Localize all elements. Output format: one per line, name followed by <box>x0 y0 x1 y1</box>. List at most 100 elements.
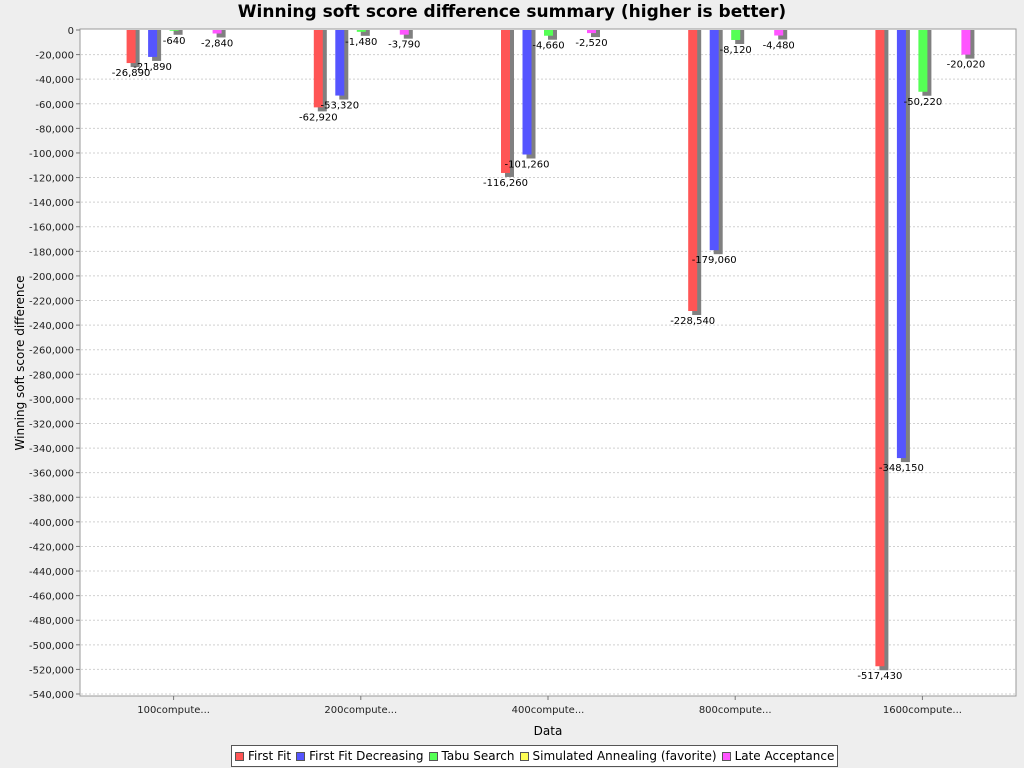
legend-item: First Fit Decreasing <box>296 749 424 763</box>
data-label: -26,890 <box>112 68 151 79</box>
data-label: -2,520 <box>575 38 607 49</box>
y-tick-label: 0 <box>68 26 74 37</box>
y-tick-label: -80,000 <box>35 124 74 135</box>
bar <box>731 30 741 40</box>
y-tick-label: -420,000 <box>29 542 74 553</box>
y-tick-label: -260,000 <box>29 346 74 357</box>
legend-swatch <box>721 751 731 761</box>
y-tick-label: -480,000 <box>29 616 74 627</box>
data-label: -517,430 <box>857 671 902 682</box>
axes: 0 -20,000 -40,000 -60,000 -80,000 -100,000 -12… <box>29 26 962 716</box>
y-tick-label: -100,000 <box>29 149 74 160</box>
legend-swatch <box>296 751 306 761</box>
data-label: -116,260 <box>483 178 528 189</box>
y-tick-label: -340,000 <box>29 444 74 455</box>
data-label: -4,480 <box>763 41 795 52</box>
data-label: -348,150 <box>879 463 924 474</box>
y-tick-label: -300,000 <box>29 395 74 406</box>
bar <box>896 30 906 459</box>
bar <box>688 30 698 312</box>
bar <box>313 30 323 108</box>
bar-shadow <box>173 30 183 35</box>
y-tick-label: -120,000 <box>29 174 74 185</box>
bar-shadow <box>216 30 226 38</box>
legend-label: First Fit Decreasing <box>309 749 424 763</box>
y-tick-label: -280,000 <box>29 370 74 381</box>
y-tick-label: -320,000 <box>29 419 74 430</box>
data-label: -640 <box>163 36 186 47</box>
x-axis-label: Data <box>534 724 563 738</box>
y-tick-label: -180,000 <box>29 247 74 258</box>
bar <box>522 30 532 155</box>
y-tick-label: -20,000 <box>35 51 74 62</box>
bars <box>126 30 975 671</box>
y-tick-label: -360,000 <box>29 469 74 480</box>
y-tick-label: -220,000 <box>29 297 74 308</box>
plot-area <box>79 28 1017 697</box>
chart-title: Winning soft score difference summary (h… <box>237 2 787 22</box>
y-tick-label: -60,000 <box>35 100 74 111</box>
data-label: -101,260 <box>505 160 550 171</box>
bar <box>169 30 179 31</box>
bar <box>148 30 158 57</box>
y-tick-label: -380,000 <box>29 493 74 504</box>
y-tick-label: -240,000 <box>29 321 74 332</box>
bar <box>774 30 784 36</box>
y-tick-label: -40,000 <box>35 75 74 86</box>
y-tick-label: -400,000 <box>29 518 74 529</box>
bar-shadow <box>360 30 370 36</box>
bar <box>709 30 719 251</box>
y-tick-label: -460,000 <box>29 592 74 603</box>
bar <box>918 30 928 92</box>
legend-swatch <box>519 751 529 761</box>
data-label: -8,120 <box>720 45 752 56</box>
legend-swatch <box>235 751 244 761</box>
data-label: -2,840 <box>201 38 233 49</box>
bar <box>335 30 345 96</box>
legend-item: Tabu Search <box>428 749 515 763</box>
bar <box>544 30 553 36</box>
legend-label: First Fit <box>248 749 292 763</box>
x-tick-label: 200compute... <box>324 705 397 716</box>
x-tick-label: 800compute... <box>699 705 772 716</box>
data-label: -4,660 <box>532 41 564 52</box>
data-label: -21,890 <box>133 62 172 73</box>
data-label: -179,060 <box>692 255 737 266</box>
data-label: -50,220 <box>904 97 943 108</box>
legend: First Fit First Fit Decreasing Tabu Search… <box>231 745 839 767</box>
data-label: -3,790 <box>388 40 420 51</box>
y-tick-label: -200,000 <box>29 272 74 283</box>
data-label: -62,920 <box>299 112 338 123</box>
legend-swatch <box>428 751 438 761</box>
bar <box>399 30 409 35</box>
data-label: -1,480 <box>345 37 377 48</box>
data-labels: -26,890-21,890 -640 -2,840 -62,920-53,320 -1… <box>112 36 985 682</box>
data-label: -228,540 <box>670 316 715 327</box>
y-tick-label: -540,000 <box>29 690 74 701</box>
bar <box>501 30 510 173</box>
legend-label: Tabu Search <box>441 749 515 763</box>
x-tick-label: 100compute... <box>137 705 210 716</box>
legend-label: Late Acceptance <box>734 749 835 763</box>
y-tick-label: -500,000 <box>29 641 74 652</box>
y-tick-label: -520,000 <box>29 665 74 676</box>
bar <box>126 30 136 64</box>
y-axis-label: Winning soft score difference <box>13 276 27 451</box>
bar <box>961 30 971 55</box>
bar-shadow <box>591 30 600 38</box>
legend-item: Simulated Annealing (favorite) <box>519 749 717 763</box>
bar <box>212 30 222 34</box>
x-tick-label: 400compute... <box>512 705 585 716</box>
x-tick-label: 1600compute... <box>883 705 962 716</box>
bar <box>356 30 366 32</box>
legend-label: Simulated Annealing (favorite) <box>532 749 717 763</box>
data-label: -53,320 <box>320 101 359 112</box>
legend-item: Late Acceptance <box>721 749 835 763</box>
bar <box>875 30 885 667</box>
bar <box>587 30 596 34</box>
data-label: -20,020 <box>947 60 986 71</box>
y-tick-label: -140,000 <box>29 198 74 209</box>
y-tick-label: -160,000 <box>29 223 74 234</box>
y-tick-label: -440,000 <box>29 567 74 578</box>
